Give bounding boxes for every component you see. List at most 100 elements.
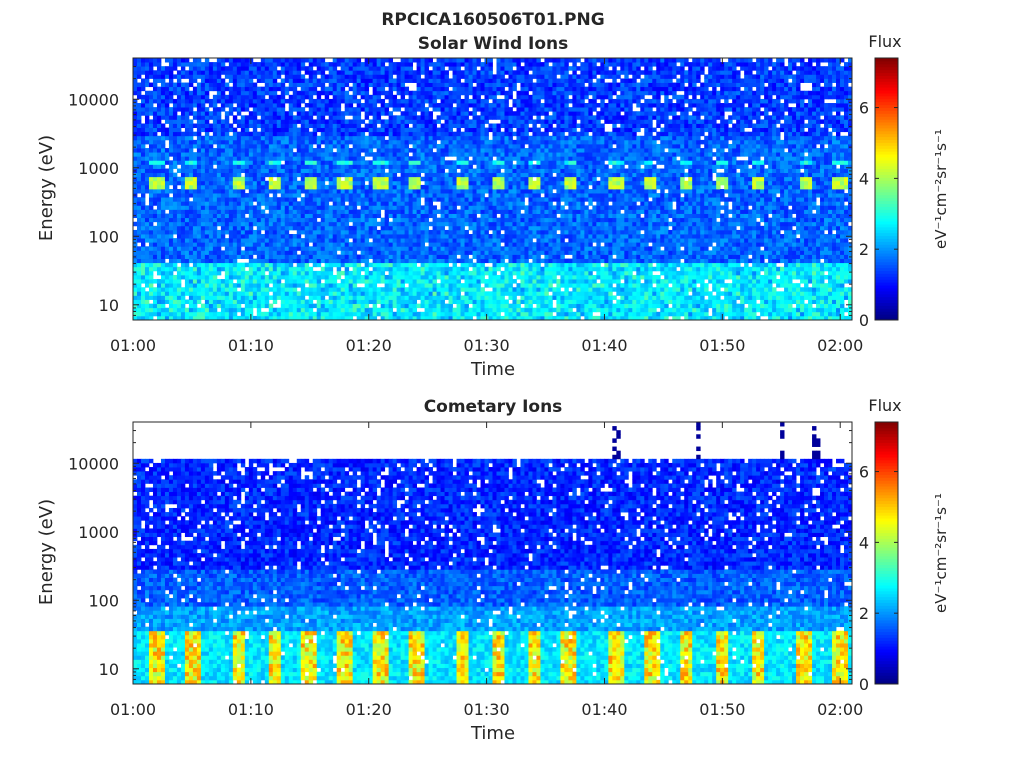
heatmap-cell: [209, 160, 213, 164]
heatmap-cell: [157, 156, 161, 160]
heatmap-cell: [345, 185, 349, 189]
heatmap-cell: [317, 66, 321, 70]
heatmap-cell: [181, 173, 185, 177]
heatmap-cell: [329, 205, 333, 209]
heatmap-cell: [137, 58, 141, 62]
heatmap-cell: [429, 259, 433, 263]
heatmap-cell: [381, 267, 385, 271]
heatmap-cell: [397, 140, 401, 144]
heatmap-cell: [357, 300, 361, 304]
heatmap-cell: [257, 267, 261, 271]
heatmap-cell: [217, 140, 221, 144]
heatmap-cell: [261, 160, 265, 164]
heatmap-cell: [345, 119, 349, 123]
heatmap-cell: [325, 148, 329, 152]
heatmap-cell: [165, 263, 169, 267]
heatmap-cell: [189, 164, 193, 168]
heatmap-cell: [137, 238, 141, 242]
heatmap-cell: [453, 214, 457, 218]
heatmap-cell: [281, 218, 285, 222]
heatmap-cell: [433, 259, 437, 263]
heatmap-cell: [205, 91, 209, 95]
heatmap-cell: [385, 160, 389, 164]
heatmap-cell: [429, 144, 433, 148]
heatmap-cell: [245, 124, 249, 128]
heatmap-cell: [145, 226, 149, 230]
heatmap-cell: [233, 164, 237, 168]
heatmap-cell: [393, 99, 397, 103]
heatmap-cell: [401, 201, 405, 205]
heatmap-cell: [173, 300, 177, 304]
heatmap-cell: [301, 250, 305, 254]
heatmap-cell: [289, 87, 293, 91]
heatmap-cell: [297, 115, 301, 119]
heatmap-cell: [253, 91, 257, 95]
heatmap-cell: [437, 238, 441, 242]
heatmap-cell: [345, 304, 349, 308]
heatmap-cell: [273, 308, 277, 312]
heatmap-cell: [361, 66, 365, 70]
heatmap-cell: [301, 275, 305, 279]
heatmap-cell: [425, 308, 429, 312]
heatmap-cell: [405, 300, 409, 304]
heatmap-cell: [349, 181, 353, 185]
heatmap-cell: [301, 62, 305, 66]
heatmap-cell: [365, 111, 369, 115]
heatmap-cell: [173, 304, 177, 308]
heatmap-cell: [433, 304, 437, 308]
heatmap-cell: [293, 271, 297, 275]
heatmap-cell: [361, 74, 365, 78]
heatmap-cell: [421, 83, 425, 87]
heatmap-cell: [229, 279, 233, 283]
heatmap-cell: [305, 83, 309, 87]
heatmap-cell: [145, 300, 149, 304]
heatmap-cell: [421, 132, 425, 136]
heatmap-cell: [385, 295, 389, 299]
heatmap-cell: [409, 66, 413, 70]
heatmap-cell: [401, 230, 405, 234]
heatmap-cell: [201, 66, 205, 70]
heatmap-cell: [257, 242, 261, 246]
heatmap-cell: [293, 255, 297, 259]
heatmap-cell: [429, 99, 433, 103]
heatmap-cell: [237, 250, 241, 254]
heatmap-cell: [317, 91, 321, 95]
heatmap-cell: [433, 234, 437, 238]
heatmap-cell: [201, 103, 205, 107]
heatmap-cell: [229, 169, 233, 173]
heatmap-cell: [313, 128, 317, 132]
heatmap-cell: [205, 99, 209, 103]
heatmap-cell: [241, 230, 245, 234]
heatmap-cell: [213, 238, 217, 242]
heatmap-cell: [373, 267, 377, 271]
heatmap-cell: [313, 222, 317, 226]
heatmap-cell: [365, 74, 369, 78]
heatmap-cell: [161, 201, 165, 205]
heatmap-cell: [273, 164, 277, 168]
heatmap-cell: [437, 115, 441, 119]
heatmap-cell: [189, 91, 193, 95]
heatmap-cell: [449, 124, 453, 128]
heatmap-cell: [213, 197, 217, 201]
heatmap-cell: [149, 103, 153, 107]
heatmap-cell: [357, 304, 361, 308]
heatmap-cell: [329, 91, 333, 95]
heatmap-cell: [453, 185, 457, 189]
heatmap-cell: [425, 83, 429, 87]
heatmap-cell: [297, 291, 301, 295]
heatmap-cell: [329, 185, 333, 189]
heatmap-cell: [337, 115, 341, 119]
heatmap-cell: [261, 246, 265, 250]
heatmap-cell: [181, 156, 185, 160]
heatmap-cell: [353, 291, 357, 295]
heatmap-cell: [325, 291, 329, 295]
heatmap-cell: [161, 279, 165, 283]
heatmap-cell: [233, 275, 237, 279]
heatmap-cell: [425, 185, 429, 189]
heatmap-cell: [157, 259, 161, 263]
heatmap-cell: [461, 238, 465, 242]
heatmap-cell: [233, 70, 237, 74]
heatmap-cell: [401, 160, 405, 164]
heatmap-cell: [361, 83, 365, 87]
heatmap-cell: [449, 267, 453, 271]
